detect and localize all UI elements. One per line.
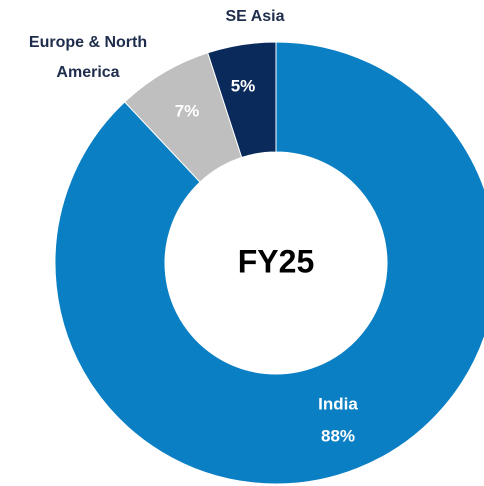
value-label: 5% bbox=[231, 76, 256, 95]
category-label: India bbox=[318, 394, 358, 413]
value-label: 88% bbox=[321, 426, 355, 445]
value-label: 7% bbox=[175, 101, 200, 120]
category-label: SE Asia bbox=[225, 8, 285, 25]
category-label: Europe & North America bbox=[28, 34, 148, 81]
donut-segment bbox=[54, 41, 484, 485]
center-label: FY25 bbox=[238, 243, 314, 279]
donut-segment bbox=[207, 41, 277, 159]
